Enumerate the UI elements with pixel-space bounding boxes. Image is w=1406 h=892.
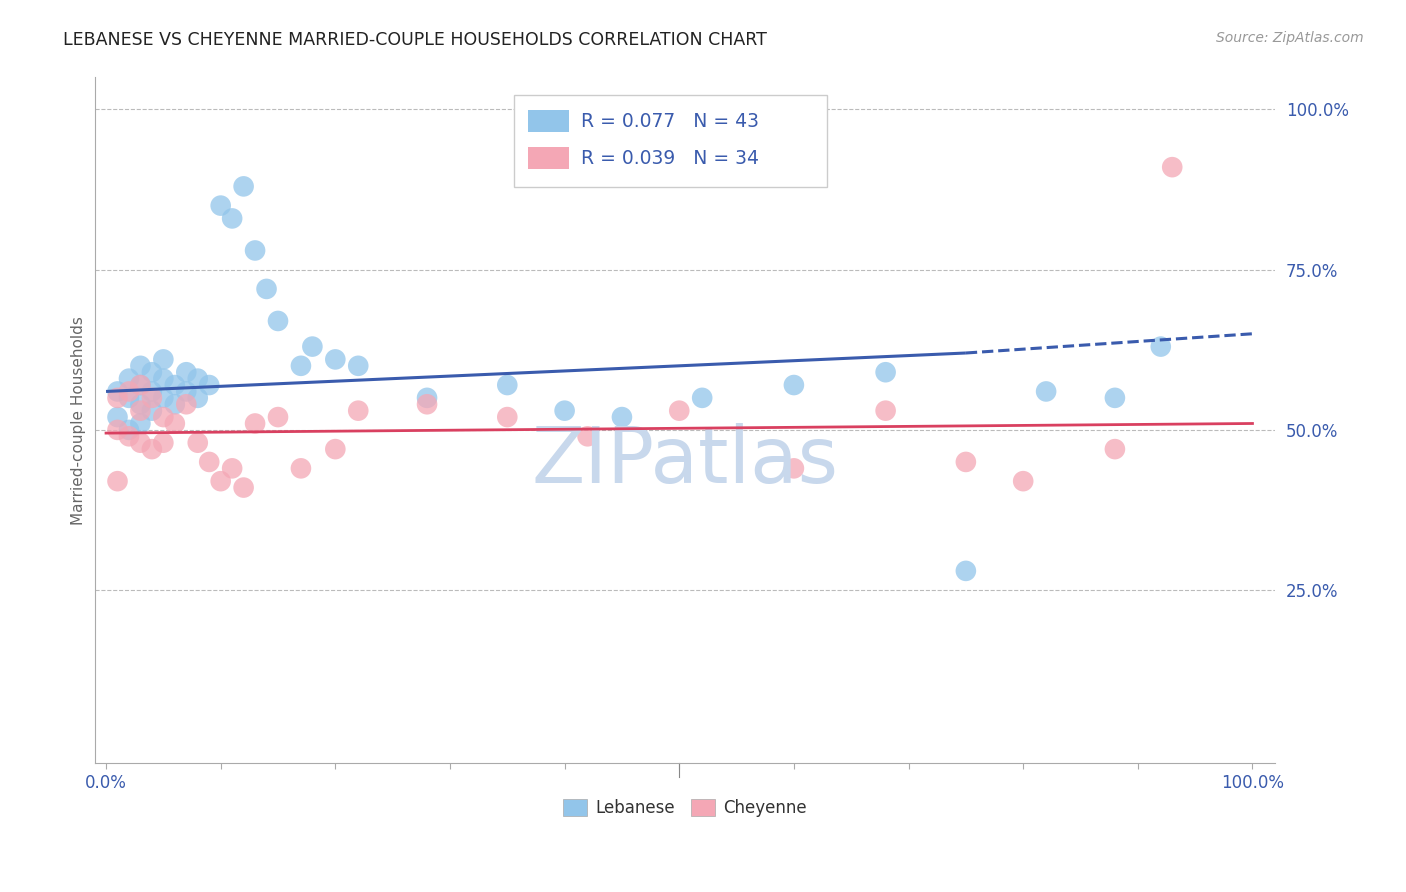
Legend: Lebanese, Cheyenne: Lebanese, Cheyenne: [557, 792, 813, 823]
Point: [141, 384, 163, 399]
Point: [107, 474, 129, 488]
Point: [668, 403, 690, 417]
Point: [323, 352, 346, 367]
Point: [129, 397, 152, 411]
Point: [163, 397, 186, 411]
Point: [209, 474, 232, 488]
Point: [129, 378, 152, 392]
Point: [118, 384, 141, 399]
Point: [243, 417, 266, 431]
Text: LEBANESE VS CHEYENNE MARRIED-COUPLE HOUSEHOLDS CORRELATION CHART: LEBANESE VS CHEYENNE MARRIED-COUPLE HOUS…: [63, 31, 768, 49]
Y-axis label: Married-couple Households: Married-couple Households: [72, 316, 86, 524]
Point: [129, 359, 152, 373]
Point: [267, 314, 290, 328]
Point: [152, 410, 174, 425]
Point: [1161, 160, 1184, 174]
Point: [118, 423, 141, 437]
Point: [107, 423, 129, 437]
Point: [232, 481, 254, 495]
Point: [152, 391, 174, 405]
Point: [107, 384, 129, 399]
Point: [187, 435, 209, 450]
Point: [152, 352, 174, 367]
Point: [1012, 474, 1035, 488]
Point: [347, 359, 370, 373]
Point: [783, 378, 806, 392]
Point: [290, 461, 312, 475]
Text: R = 0.077   N = 43: R = 0.077 N = 43: [581, 112, 759, 131]
Point: [416, 397, 439, 411]
Point: [118, 429, 141, 443]
Point: [496, 410, 519, 425]
Point: [129, 435, 152, 450]
Point: [141, 442, 163, 457]
Point: [323, 442, 346, 457]
Point: [221, 461, 243, 475]
Point: [209, 199, 232, 213]
Point: [875, 365, 897, 379]
Point: [221, 211, 243, 226]
Text: Source: ZipAtlas.com: Source: ZipAtlas.com: [1216, 31, 1364, 45]
Point: [174, 365, 197, 379]
Point: [174, 397, 197, 411]
Point: [610, 410, 633, 425]
Point: [129, 417, 152, 431]
Point: [267, 410, 290, 425]
Point: [301, 340, 323, 354]
Text: R = 0.039   N = 34: R = 0.039 N = 34: [581, 149, 759, 168]
Point: [347, 403, 370, 417]
Point: [554, 403, 576, 417]
Point: [163, 378, 186, 392]
Text: ZIPatlas: ZIPatlas: [531, 424, 838, 500]
Point: [141, 365, 163, 379]
Point: [243, 244, 266, 258]
Point: [187, 391, 209, 405]
Point: [416, 391, 439, 405]
Point: [187, 371, 209, 385]
Point: [174, 384, 197, 399]
Point: [198, 455, 221, 469]
Point: [1104, 442, 1126, 457]
Point: [107, 391, 129, 405]
Point: [1150, 340, 1173, 354]
Point: [141, 391, 163, 405]
Point: [163, 417, 186, 431]
Point: [496, 378, 519, 392]
Point: [152, 371, 174, 385]
Point: [1104, 391, 1126, 405]
Point: [107, 410, 129, 425]
Point: [256, 282, 278, 296]
Bar: [527, 111, 569, 132]
Point: [198, 378, 221, 392]
FancyBboxPatch shape: [513, 95, 827, 187]
Point: [129, 403, 152, 417]
Point: [875, 403, 897, 417]
Point: [141, 403, 163, 417]
Bar: [527, 146, 569, 169]
Point: [290, 359, 312, 373]
Point: [690, 391, 713, 405]
Point: [232, 179, 254, 194]
Point: [1035, 384, 1057, 399]
Point: [129, 378, 152, 392]
Point: [118, 391, 141, 405]
Point: [955, 455, 977, 469]
Point: [576, 429, 599, 443]
Point: [783, 461, 806, 475]
Point: [955, 564, 977, 578]
Point: [118, 371, 141, 385]
Point: [152, 435, 174, 450]
